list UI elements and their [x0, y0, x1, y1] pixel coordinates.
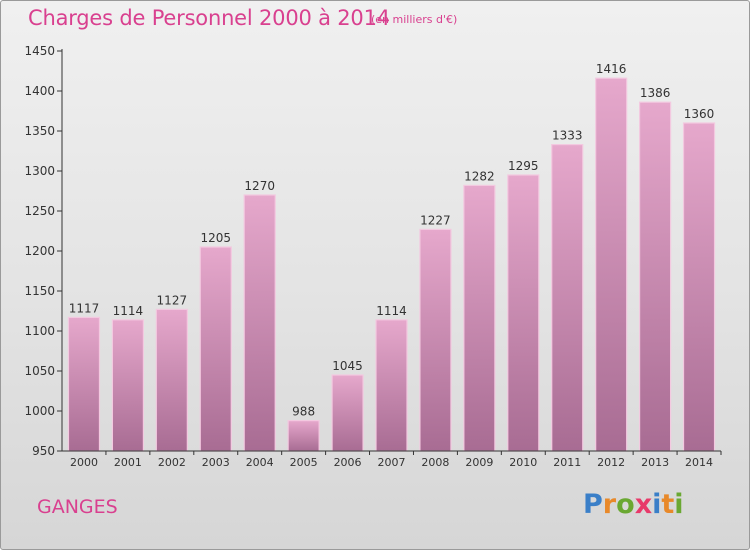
logo-letter: i [652, 489, 662, 520]
chart-title: Charges de Personnel 2000 à 2014 [28, 6, 390, 30]
x-tick-label-2007: 2007 [378, 456, 406, 469]
logo-letter: o [616, 489, 635, 520]
x-tick-label-2014: 2014 [685, 456, 713, 469]
x-tick-label-2012: 2012 [597, 456, 625, 469]
bar-2013 [638, 101, 672, 452]
x-tick-label-2004: 2004 [246, 456, 274, 469]
bar-2005 [287, 420, 320, 452]
x-tick-label-2003: 2003 [202, 456, 230, 469]
logo-letter: t [661, 489, 675, 520]
bar-value-label-2006: 1045 [332, 359, 363, 373]
x-tick-label-2011: 2011 [553, 456, 581, 469]
bar-value-label-2012: 1416 [596, 62, 627, 76]
axes-group [57, 49, 722, 455]
city-label: GANGES [37, 496, 118, 518]
x-tick-label-2008: 2008 [421, 456, 449, 469]
bar-value-label-2005: 988 [292, 405, 315, 419]
y-tick-label-1250: 1250 [24, 204, 55, 218]
y-tick-label-1150: 1150 [24, 284, 55, 298]
bar-value-label-2007: 1114 [376, 304, 407, 318]
bar-2004 [243, 194, 276, 452]
bar-value-label-2002: 1127 [157, 293, 188, 307]
y-tick-label-1000: 1000 [24, 404, 55, 418]
x-tick-label-2005: 2005 [290, 456, 318, 469]
bar-value-label-2004: 1270 [244, 179, 275, 193]
x-tick-label-2009: 2009 [465, 456, 493, 469]
y-tick-label-1400: 1400 [24, 84, 55, 98]
bar-value-label-2008: 1227 [420, 213, 451, 227]
x-tick-label-2000: 2000 [70, 456, 98, 469]
bar-2007 [375, 319, 408, 452]
bar-value-label-2013: 1386 [640, 86, 671, 100]
y-tick-label-1200: 1200 [24, 244, 55, 258]
bar-value-label-2001: 1114 [113, 304, 144, 318]
bar-2006 [331, 374, 364, 452]
bar-2002 [155, 308, 188, 452]
bar-value-label-2009: 1282 [464, 169, 495, 183]
bar-value-label-2010: 1295 [508, 159, 539, 173]
y-tick-label-1450: 1450 [24, 44, 55, 58]
bar-2008 [419, 228, 452, 452]
y-tick-label-950: 950 [32, 444, 55, 458]
bar-2003 [199, 246, 232, 452]
x-tick-label-2002: 2002 [158, 456, 186, 469]
y-tick-label-1350: 1350 [24, 124, 55, 138]
bar-value-label-2003: 1205 [200, 231, 231, 245]
bar-2014 [682, 122, 716, 452]
bar-2001 [111, 319, 145, 452]
bar-value-label-2011: 1333 [552, 129, 583, 143]
chart-subtitle: (en milliers d'€) [371, 13, 458, 26]
y-tick-label-1050: 1050 [24, 364, 55, 378]
x-tick-label-2001: 2001 [114, 456, 142, 469]
bar-2011 [551, 144, 584, 452]
bar-2012 [595, 77, 628, 452]
labels-group: 1117 2000 1114 2001 1127 2002 1205 2003 1270 2004… [24, 44, 714, 469]
x-tick-label-2006: 2006 [334, 456, 362, 469]
logo-letter: i [674, 489, 684, 520]
y-tick-label-1100: 1100 [24, 324, 55, 338]
bar-2000 [67, 316, 101, 452]
x-tick-label-2010: 2010 [509, 456, 537, 469]
bar-value-label-2000: 1117 [69, 301, 100, 315]
bars-group [67, 77, 716, 452]
logo-letter: P [583, 489, 603, 520]
logo-letter: r [602, 489, 617, 520]
logo-letter: x [634, 489, 653, 520]
bar-value-label-2014: 1360 [684, 107, 715, 121]
x-tick-label-2013: 2013 [641, 456, 669, 469]
proxiti-logo: Proxiti [583, 489, 684, 520]
bar-2009 [463, 184, 496, 452]
y-tick-label-1300: 1300 [24, 164, 55, 178]
bar-2010 [507, 174, 540, 452]
